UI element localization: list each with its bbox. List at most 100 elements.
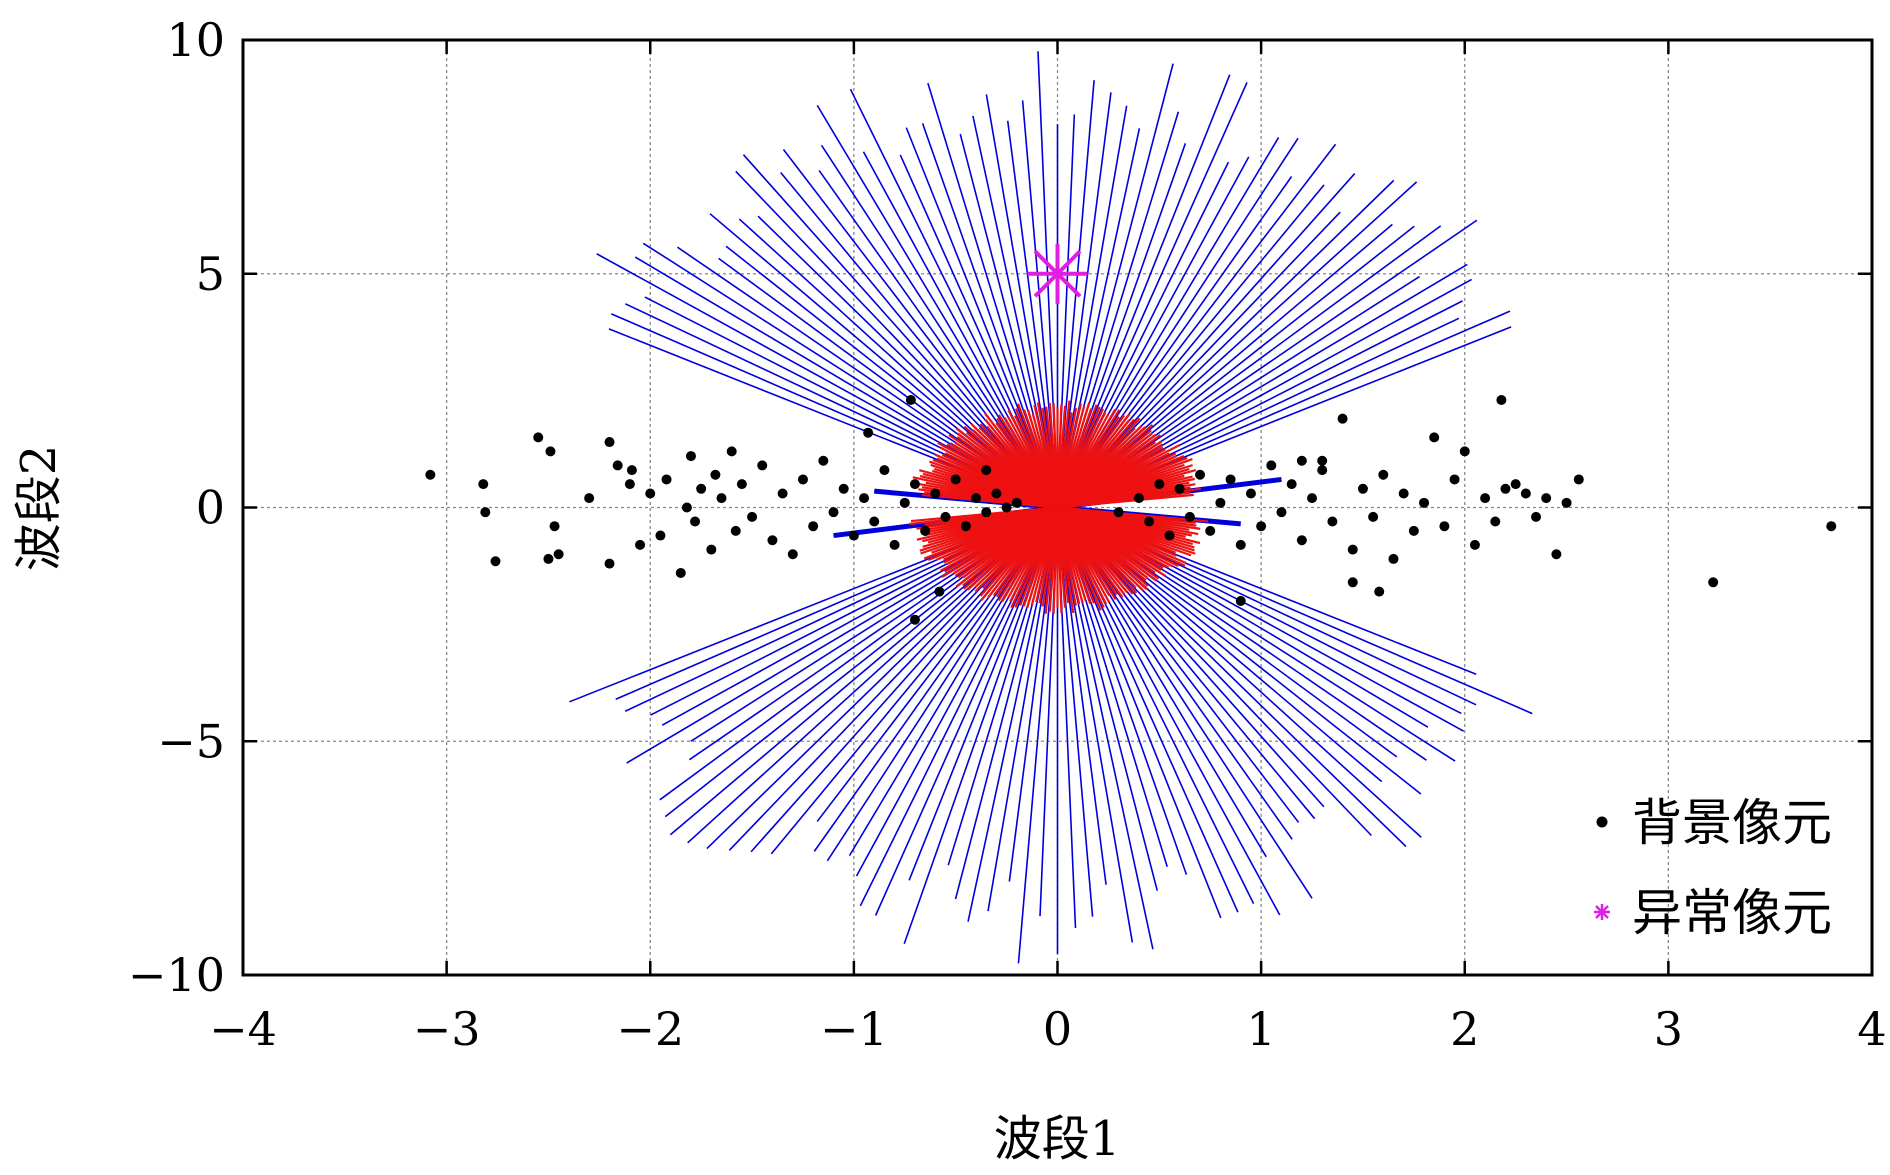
background-pixel-point — [716, 493, 727, 504]
background-pixel-point — [777, 488, 788, 499]
background-pixel-point — [1541, 493, 1552, 504]
background-pixel-point — [960, 521, 971, 532]
background-pixel-point — [838, 483, 849, 494]
background-pixel-point — [991, 488, 1002, 499]
background-pixel-point — [1429, 432, 1440, 443]
background-pixel-point — [690, 516, 701, 527]
background-pixel-point — [736, 479, 747, 490]
background-pixel-point — [425, 469, 436, 480]
legend: 背景像元 异常像元 — [1594, 794, 1832, 942]
background-pixel-point — [1286, 479, 1297, 490]
background-pixel-point — [787, 549, 798, 560]
x-axis-label: 波段1 — [994, 1111, 1121, 1167]
background-pixel-point — [1113, 507, 1124, 518]
background-pixel-point — [1496, 394, 1507, 405]
background-pixel-point — [848, 530, 859, 541]
background-pixel-point — [490, 556, 501, 567]
background-pixel-point — [889, 539, 900, 550]
background-pixel-point — [1011, 497, 1022, 508]
background-pixel-point — [1368, 511, 1379, 522]
legend-label-anomaly: 异常像元 — [1632, 884, 1832, 942]
background-pixel-point — [981, 465, 992, 476]
background-pixel-point — [1256, 521, 1267, 532]
background-pixel-point — [635, 539, 646, 550]
background-pixel-point — [1388, 553, 1399, 564]
background-pixel-point — [1296, 455, 1307, 466]
background-pixel-point — [909, 479, 920, 490]
background-pixel-point — [661, 474, 672, 485]
background-pixel-point — [1480, 493, 1491, 504]
x-tick-label: −4 — [209, 1002, 277, 1056]
anomaly-pixel-marker — [1027, 243, 1088, 304]
background-pixel-point — [1573, 474, 1584, 485]
background-pixel-point — [747, 511, 758, 522]
background-pixel-point — [950, 474, 961, 485]
background-pixel-point — [1276, 507, 1287, 518]
background-pixel-point — [863, 427, 874, 438]
background-pixel-point — [1184, 511, 1195, 522]
x-tick-label: 0 — [1043, 1002, 1072, 1056]
background-pixel-point — [604, 558, 615, 569]
background-pixel-point — [1235, 539, 1246, 550]
red-ray — [1057, 506, 1209, 523]
background-pixel-point — [971, 493, 982, 504]
background-pixel-point — [920, 525, 931, 536]
background-pixel-point — [626, 465, 637, 476]
background-pixel-point — [1551, 549, 1562, 560]
x-tick-label: −2 — [616, 1002, 684, 1056]
background-pixel-point — [1164, 530, 1175, 541]
background-pixel-point — [480, 507, 491, 518]
background-pixel-point — [1378, 469, 1389, 480]
background-pixel-point — [543, 553, 554, 564]
y-tick-label: −5 — [157, 714, 225, 768]
y-tick-label: 0 — [196, 481, 225, 535]
background-pixel-point — [1195, 469, 1206, 480]
background-pixel-point — [934, 586, 945, 597]
background-pixel-point — [1490, 516, 1501, 527]
background-pixel-point — [612, 460, 623, 471]
background-pixel-point — [1419, 497, 1430, 508]
blue-ray — [1056, 507, 1222, 919]
background-pixel-point — [675, 567, 686, 578]
background-pixel-point — [828, 507, 839, 518]
background-pixel-point — [1215, 497, 1226, 508]
background-pixel-point — [1398, 488, 1409, 499]
background-pixel-point — [818, 455, 829, 466]
x-tick-label: −1 — [820, 1002, 888, 1056]
background-pixel-point — [940, 511, 951, 522]
background-pixel-point — [1347, 577, 1358, 588]
y-tick-label: 10 — [166, 13, 225, 67]
background-pixel-point — [1520, 488, 1531, 499]
background-pixel-point — [706, 544, 717, 555]
x-tick-label: 4 — [1857, 1002, 1886, 1056]
background-pixel-point — [1469, 539, 1480, 550]
blue-ray — [1056, 74, 1231, 508]
background-pixel-point — [533, 432, 544, 443]
background-pixel-point — [1235, 596, 1246, 606]
background-pixel-point — [549, 521, 560, 532]
background-pixel-point — [879, 465, 890, 476]
anomaly-pixel-point — [1033, 249, 1082, 298]
background-pixel-point — [1144, 516, 1155, 527]
background-pixel-point — [930, 488, 941, 499]
grid-lines — [243, 40, 1872, 975]
background-pixel-point — [1225, 474, 1236, 485]
background-pixel-point — [767, 535, 778, 546]
background-pixel-point — [1347, 544, 1358, 555]
background-pixel-point — [1826, 521, 1837, 532]
background-pixel-point — [1266, 460, 1277, 471]
background-pixel-point — [797, 474, 808, 485]
background-pixel-point — [1708, 577, 1719, 588]
background-pixel-point — [1296, 535, 1307, 546]
y-tick-label: 5 — [196, 247, 225, 301]
background-pixel-point — [624, 479, 635, 490]
background-pixel-point — [1205, 525, 1216, 536]
background-pixel-point — [1449, 474, 1460, 485]
background-pixel-point — [1174, 483, 1185, 494]
background-pixel-point — [1500, 483, 1511, 494]
background-pixel-point — [1317, 465, 1328, 476]
background-pixel-point — [757, 460, 768, 471]
legend-label-background: 背景像元 — [1632, 794, 1832, 852]
background-pixel-point — [584, 493, 595, 504]
